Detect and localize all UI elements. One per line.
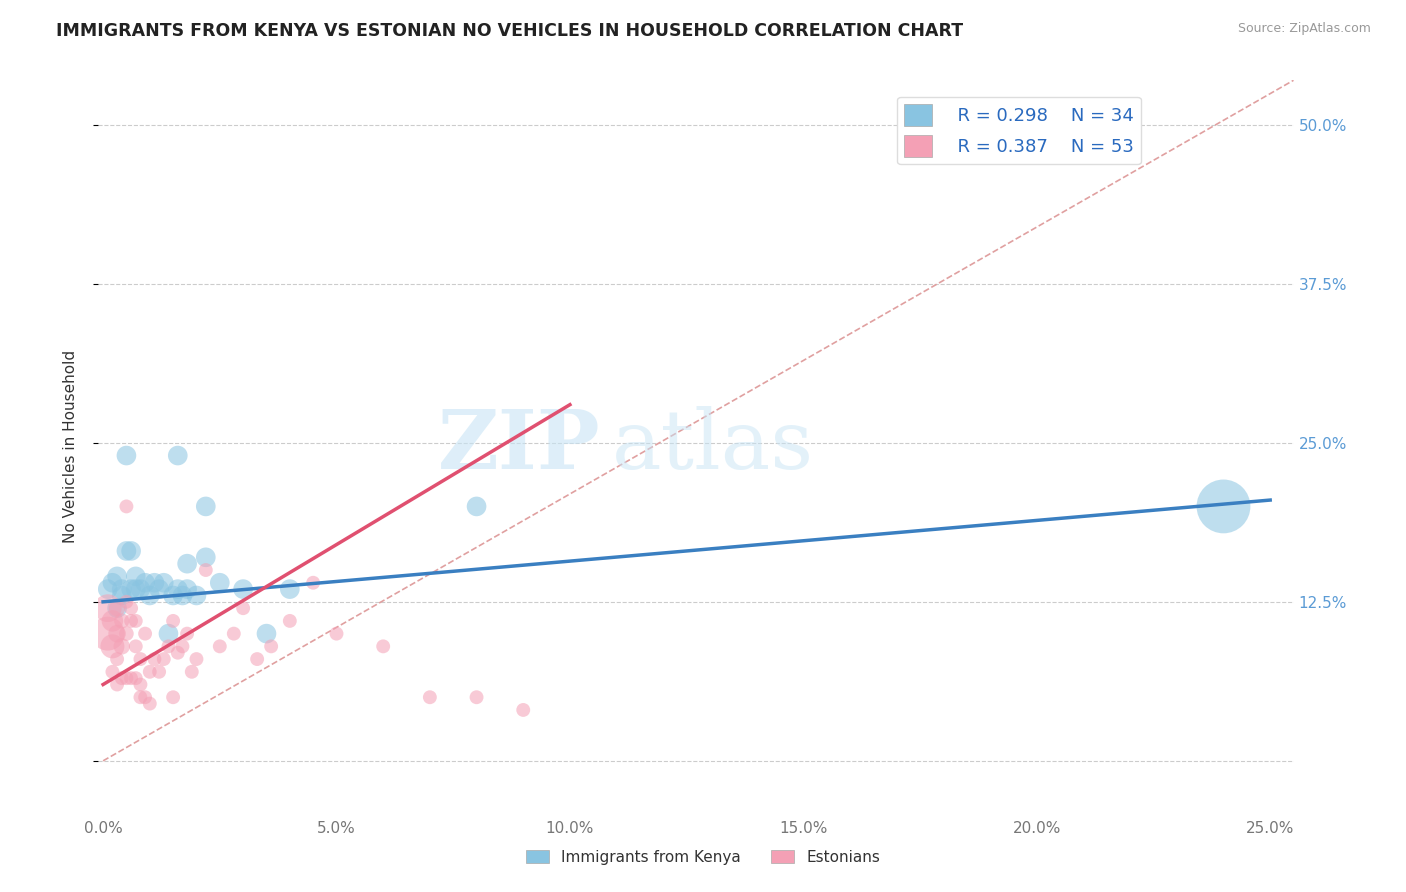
Point	[120, 614, 142, 628]
Point	[256, 626, 278, 640]
Point	[125, 569, 148, 583]
Point	[115, 500, 138, 514]
Text: IMMIGRANTS FROM KENYA VS ESTONIAN NO VEHICLES IN HOUSEHOLD CORRELATION CHART: IMMIGRANTS FROM KENYA VS ESTONIAN NO VEH…	[56, 22, 963, 40]
Point	[512, 703, 534, 717]
Text: ZIP: ZIP	[437, 406, 600, 486]
Point	[115, 449, 138, 463]
Point	[120, 671, 142, 685]
Point	[157, 626, 180, 640]
Point	[194, 500, 217, 514]
Point	[111, 582, 134, 596]
Point	[162, 614, 184, 628]
Point	[162, 589, 184, 603]
Point	[208, 575, 231, 590]
Point	[101, 614, 124, 628]
Point	[186, 589, 208, 603]
Point	[278, 614, 301, 628]
Point	[97, 601, 120, 615]
Point	[134, 626, 156, 640]
Point	[111, 589, 134, 603]
Point	[105, 626, 128, 640]
Point	[465, 500, 488, 514]
Point	[166, 449, 188, 463]
Point	[325, 626, 347, 640]
Point	[115, 671, 138, 685]
Point	[105, 677, 128, 691]
Point	[176, 626, 198, 640]
Point	[125, 671, 148, 685]
Point	[162, 690, 184, 705]
Point	[125, 614, 148, 628]
Point	[278, 582, 301, 596]
Point	[101, 640, 124, 654]
Point	[97, 626, 120, 640]
Point	[152, 652, 174, 666]
Point	[120, 582, 142, 596]
Point	[148, 582, 170, 596]
Point	[129, 677, 152, 691]
Point	[111, 614, 134, 628]
Point	[139, 589, 162, 603]
Point	[101, 575, 124, 590]
Legend: Immigrants from Kenya, Estonians: Immigrants from Kenya, Estonians	[520, 844, 886, 871]
Point	[129, 582, 152, 596]
Point	[115, 626, 138, 640]
Point	[143, 652, 166, 666]
Point	[232, 601, 254, 615]
Point	[373, 640, 395, 654]
Point	[105, 652, 128, 666]
Point	[172, 589, 194, 603]
Point	[105, 601, 128, 615]
Point	[176, 582, 198, 596]
Point	[1212, 500, 1234, 514]
Point	[120, 544, 142, 558]
Point	[157, 640, 180, 654]
Point	[148, 665, 170, 679]
Legend:   R = 0.298    N = 34,   R = 0.387    N = 53: R = 0.298 N = 34, R = 0.387 N = 53	[897, 96, 1142, 164]
Text: atlas: atlas	[613, 406, 814, 486]
Point	[176, 557, 198, 571]
Point	[465, 690, 488, 705]
Point	[111, 640, 134, 654]
Point	[115, 544, 138, 558]
Point	[260, 640, 283, 654]
Point	[105, 601, 128, 615]
Point	[129, 690, 152, 705]
Point	[125, 582, 148, 596]
Point	[143, 575, 166, 590]
Point	[166, 646, 188, 660]
Point	[186, 652, 208, 666]
Point	[111, 671, 134, 685]
Point	[101, 665, 124, 679]
Point	[180, 665, 202, 679]
Point	[139, 665, 162, 679]
Point	[194, 550, 217, 565]
Point	[166, 582, 188, 596]
Point	[125, 640, 148, 654]
Y-axis label: No Vehicles in Household: No Vehicles in Household	[63, 350, 77, 542]
Point	[232, 582, 254, 596]
Point	[419, 690, 441, 705]
Text: Source: ZipAtlas.com: Source: ZipAtlas.com	[1237, 22, 1371, 36]
Point	[134, 575, 156, 590]
Point	[97, 582, 120, 596]
Point	[172, 640, 194, 654]
Point	[139, 697, 162, 711]
Point	[120, 601, 142, 615]
Point	[208, 640, 231, 654]
Point	[115, 595, 138, 609]
Point	[105, 569, 128, 583]
Point	[129, 652, 152, 666]
Point	[302, 575, 325, 590]
Point	[152, 575, 174, 590]
Point	[134, 690, 156, 705]
Point	[222, 626, 245, 640]
Point	[246, 652, 269, 666]
Point	[194, 563, 217, 577]
